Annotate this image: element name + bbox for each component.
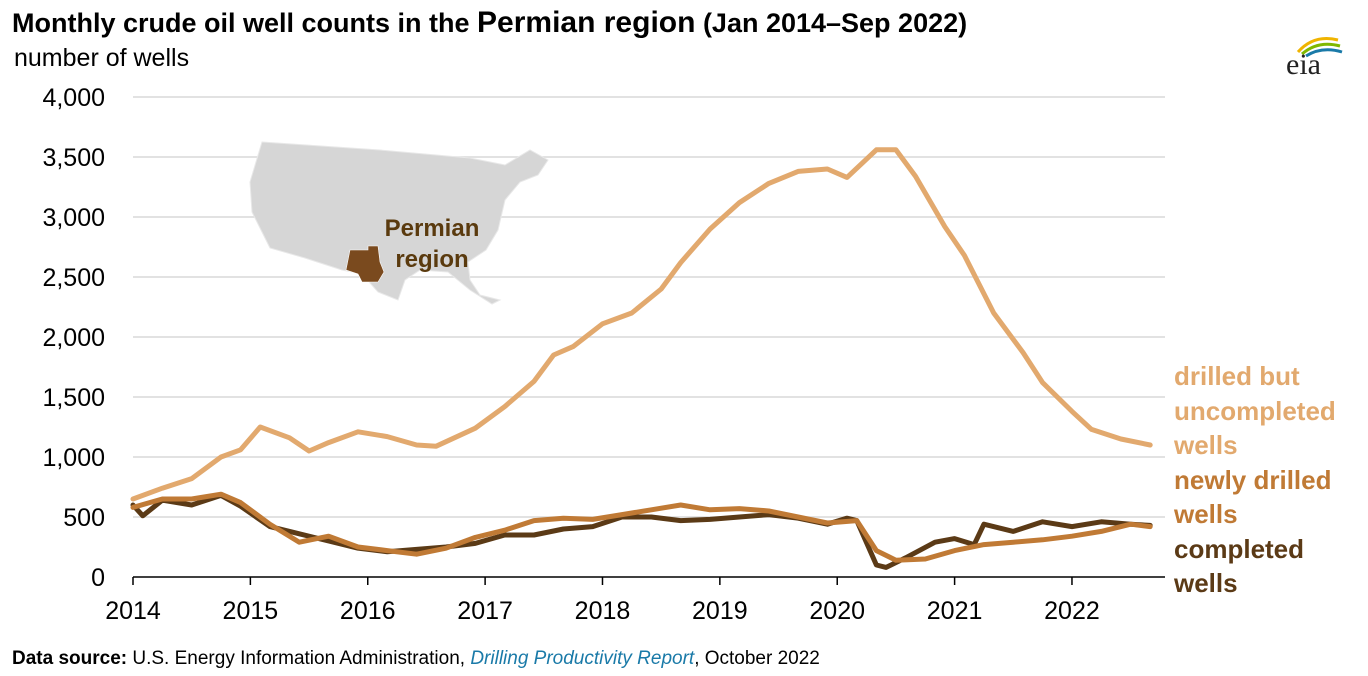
y-tick-label: 3,500 — [42, 144, 105, 172]
eia-logo: eia — [1286, 37, 1343, 80]
title-main: Monthly crude oil well counts in the — [12, 8, 478, 38]
y-tick-label: 4,000 — [42, 84, 105, 112]
y-tick-label: 2,500 — [42, 264, 105, 292]
y-tick-label: 2,000 — [42, 324, 105, 352]
y-axis-unit: number of wells — [14, 44, 190, 72]
source-date: , October 2022 — [694, 648, 820, 669]
us-map-inset: Permian region — [249, 141, 549, 305]
map-label-permian: Permian — [385, 215, 480, 242]
x-tick-label: 2019 — [692, 597, 748, 625]
x-axis: 2014 2015 2016 2017 2018 2019 2020 2021 2022 — [105, 577, 1100, 625]
x-tick-label: 2014 — [105, 597, 161, 625]
legend-label-drilled-but-uncompleted-wells: wells — [1173, 430, 1238, 460]
permian-region-shape — [345, 245, 385, 283]
series-line-drilled-but-uncompleted-wells — [130, 147, 1153, 502]
series-line-newly-drilled-wells — [130, 491, 1153, 563]
legend-label-drilled-but-uncompleted-wells: drilled but — [1174, 361, 1300, 391]
legend-label-newly-drilled-wells: newly drilled — [1174, 465, 1332, 495]
legend-label-drilled-but-uncompleted-wells: uncompleted — [1174, 396, 1336, 426]
chart-title: Monthly crude oil well counts in the Per… — [12, 6, 967, 40]
x-tick-label: 2017 — [457, 597, 513, 625]
series-lines — [130, 147, 1153, 570]
map-label-region: region — [395, 246, 468, 273]
x-tick-label: 2016 — [340, 597, 396, 625]
title-region: Permian region — [477, 6, 696, 39]
gridlines — [133, 96, 1165, 578]
y-tick-label: 1,500 — [42, 384, 105, 412]
x-tick-label: 2015 — [223, 597, 279, 625]
y-tick-label: 1,000 — [42, 444, 105, 472]
y-tick-label: 3,000 — [42, 204, 105, 232]
x-tick-label: 2021 — [927, 597, 983, 625]
y-tick-label: 0 — [91, 564, 105, 592]
x-tick-label: 2022 — [1044, 597, 1100, 625]
legend-label-completed-wells: wells — [1173, 568, 1238, 598]
legend: drilled but uncompleted wells newly drilled… — [1173, 361, 1336, 598]
data-source-note: Data source: U.S. Energy Information Adm… — [12, 648, 820, 670]
x-tick-label: 2020 — [809, 597, 865, 625]
series-line-completed-wells — [130, 492, 1153, 570]
y-tick-label: 500 — [63, 504, 105, 532]
eia-logo-text: eia — [1286, 48, 1321, 80]
title-period: (Jan 2014–Sep 2022) — [695, 8, 968, 38]
x-tick-label: 2018 — [575, 597, 631, 625]
source-text: U.S. Energy Information Administration, — [127, 648, 471, 669]
legend-label-completed-wells: completed — [1174, 534, 1304, 564]
source-report-link[interactable]: Drilling Productivity Report — [470, 648, 695, 669]
source-label: Data source: — [12, 648, 128, 669]
us-map-shape — [249, 141, 549, 305]
legend-label-newly-drilled-wells: wells — [1173, 499, 1238, 529]
y-axis: 0 500 1,000 1,500 2,000 2,500 3,000 3,500 4,000 — [42, 84, 105, 592]
